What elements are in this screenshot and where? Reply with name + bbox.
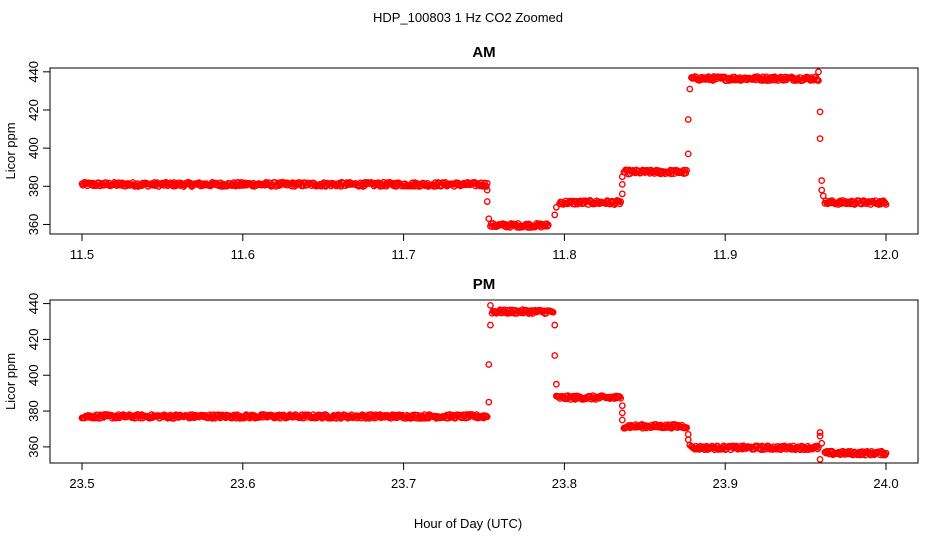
data-point (882, 201, 890, 208)
plot-frame (49, 67, 919, 235)
data-point (482, 183, 490, 190)
y-tick-label: 420 (26, 99, 41, 121)
y-axis-label: Licor ppm (3, 122, 18, 179)
transition-point (684, 436, 692, 444)
data-point (617, 394, 625, 402)
data-point (882, 449, 890, 457)
y-tick-label: 440 (26, 61, 41, 83)
transition-point (618, 180, 626, 188)
y-axis-label: Licor ppm (3, 353, 18, 410)
data-point (483, 179, 491, 187)
transition-point (816, 456, 824, 463)
x-tick-label: 23.8 (552, 476, 577, 491)
data-points (78, 301, 890, 463)
transition-point (552, 203, 560, 211)
transition-point (487, 301, 494, 309)
transition-point (552, 380, 560, 388)
transition-point (815, 68, 822, 76)
transition-point (618, 402, 626, 410)
x-tick-label: 11.6 (231, 247, 255, 262)
data-point (483, 413, 491, 421)
data-point (617, 198, 625, 206)
data-points (78, 68, 890, 231)
plot-frame (49, 299, 919, 464)
transition-point (686, 85, 694, 93)
transition-point (818, 439, 826, 447)
transition-point (816, 108, 824, 116)
transition-point (485, 398, 493, 406)
x-axis-label: Hour of Day (UTC) (414, 516, 522, 531)
transition-point (818, 186, 826, 194)
data-point (815, 443, 822, 451)
data-point (544, 221, 552, 229)
x-tick-label: 11.7 (391, 247, 415, 262)
transition-point (818, 177, 826, 184)
transition-point (618, 416, 626, 424)
y-tick-label: 400 (26, 364, 41, 386)
panel-title: PM (473, 276, 496, 293)
transition-point (684, 116, 692, 123)
transition-point (551, 211, 559, 219)
x-tick-label: 24.0 (873, 476, 898, 491)
y-tick-label: 400 (26, 137, 41, 159)
transition-point (816, 432, 824, 440)
transition-point (684, 430, 692, 438)
y-tick-label: 420 (26, 329, 41, 351)
transition-point (686, 441, 694, 449)
x-tick-label: 11.9 (713, 247, 737, 262)
panel-title: AM (472, 44, 495, 61)
transition-point (551, 352, 559, 359)
y-tick-label: 380 (26, 400, 41, 422)
transition-point (618, 409, 626, 417)
transition-point (485, 361, 493, 368)
transition-point (483, 198, 491, 205)
transition-point (485, 215, 493, 223)
y-tick-label: 440 (26, 293, 41, 315)
y-tick-label: 360 (26, 436, 41, 458)
data-point (683, 424, 691, 432)
x-tick-label: 12.0 (873, 247, 898, 262)
transition-point (618, 173, 626, 181)
figure-title: HDP_100803 1 Hz CO2 Zoomed (373, 10, 563, 25)
pm-panel: PM Licor ppm 23.5 23.6 23.7 23.8 23.9 24.0 360 38… (3, 276, 919, 491)
transition-point (618, 190, 626, 198)
x-tick-label: 23.6 (230, 476, 255, 491)
transition-point (483, 186, 491, 194)
x-tick-label: 11.5 (70, 247, 94, 262)
y-tick-label: 380 (26, 175, 41, 197)
am-panel: AM Licor ppm 11.5 11.6 11.7 11.8 11.9 12.0 360 38… (3, 44, 919, 262)
transition-point (551, 321, 559, 329)
x-tick-label: 23.5 (69, 476, 94, 491)
x-tick-label: 23.9 (713, 476, 738, 491)
transition-point (816, 429, 824, 436)
data-point (549, 308, 557, 316)
transition-point (684, 150, 692, 158)
x-tick-label: 23.7 (391, 476, 416, 491)
transition-point (819, 192, 827, 200)
transition-point (487, 321, 494, 329)
y-tick-label: 360 (26, 214, 41, 236)
transition-point (816, 135, 824, 143)
data-point (683, 166, 691, 174)
x-tick-label: 11.8 (552, 247, 576, 262)
data-point (815, 77, 822, 84)
